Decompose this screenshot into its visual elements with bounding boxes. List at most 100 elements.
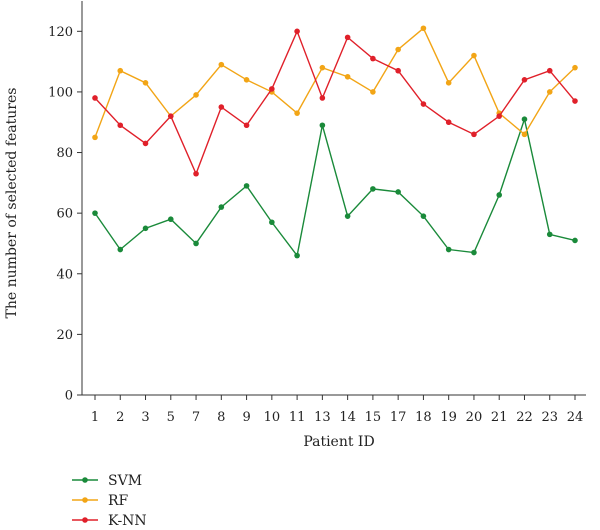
x-tick-label: 19 [440, 410, 457, 425]
data-point [117, 67, 124, 74]
x-tick-label: 2 [116, 410, 124, 425]
x-tick-label: 8 [217, 410, 225, 425]
legend-label: SVM [108, 473, 142, 489]
data-point [344, 73, 351, 80]
series-k-nn [92, 28, 578, 177]
data-point [294, 252, 300, 259]
data-point [546, 67, 553, 74]
data-point [243, 122, 250, 129]
data-point [546, 231, 553, 238]
data-point [294, 28, 300, 35]
data-point [92, 210, 98, 216]
y-tick-label: 20 [56, 328, 73, 343]
y-tick-label: 60 [56, 207, 73, 222]
legend-item: K-NN [72, 513, 147, 529]
data-point [420, 101, 427, 107]
data-point [319, 122, 326, 129]
x-tick-label: 13 [314, 410, 331, 425]
x-tick-label: 17 [390, 410, 407, 425]
data-point [370, 55, 376, 62]
data-point [395, 189, 401, 195]
data-point [370, 186, 376, 192]
y-tick-label: 80 [56, 146, 73, 161]
series-line [94, 29, 576, 176]
data-point [471, 249, 477, 256]
data-point [445, 80, 452, 86]
data-point [572, 64, 578, 71]
data-point [142, 225, 149, 232]
series-line [94, 116, 576, 258]
data-point [218, 204, 225, 210]
data-point [395, 67, 401, 74]
x-tick-label: 10 [264, 410, 281, 425]
data-point [546, 89, 553, 95]
data-point [92, 134, 98, 141]
data-point [193, 92, 199, 98]
y-axis-title: The number of selected features [4, 88, 20, 319]
x-tick-label: 1 [91, 410, 99, 425]
data-point [344, 34, 351, 41]
data-point [471, 52, 477, 59]
data-point [142, 140, 149, 147]
data-point [218, 104, 225, 110]
data-point [572, 98, 578, 104]
data-point [167, 216, 174, 223]
legend-marker [82, 497, 88, 503]
data-point [294, 110, 300, 116]
data-point [319, 95, 326, 101]
data-point [344, 213, 351, 219]
legend-item: RF [72, 493, 129, 509]
data-point [521, 131, 528, 138]
x-tick-label: 20 [466, 410, 483, 425]
series-layer [92, 25, 578, 259]
x-tick-label: 15 [365, 410, 382, 425]
x-tick-label: 18 [415, 410, 432, 425]
data-point [269, 219, 275, 226]
x-tick-label: 23 [541, 410, 558, 425]
chart-axes [81, 1, 586, 396]
series-rf [92, 25, 578, 141]
data-point [395, 46, 401, 53]
data-point [117, 246, 124, 253]
legend-label: RF [108, 493, 129, 509]
x-tick-label: 24 [567, 410, 584, 425]
data-point [142, 80, 149, 86]
data-point [167, 113, 174, 119]
series-line [94, 27, 576, 138]
x-tick-label: 21 [491, 410, 508, 425]
x-tick-label: 22 [516, 410, 533, 425]
y-tick-label: 100 [48, 85, 73, 100]
legend-marker [82, 477, 88, 483]
data-point [243, 77, 250, 83]
data-point [471, 131, 477, 138]
data-point [445, 246, 452, 253]
data-point [496, 113, 503, 119]
x-tick-label: 7 [192, 410, 200, 425]
data-point [521, 116, 528, 122]
data-point [496, 192, 503, 198]
x-tick-label: 11 [289, 410, 306, 425]
data-point [117, 122, 124, 129]
legend-item: SVM [72, 473, 142, 489]
legend-label: K-NN [108, 513, 147, 529]
y-tick-label: 120 [48, 25, 73, 40]
data-point [521, 77, 528, 83]
data-point [218, 61, 225, 68]
y-tick-label: 0 [65, 389, 73, 404]
data-point [319, 64, 326, 71]
legend-marker [82, 517, 88, 523]
x-tick-label: 5 [167, 410, 175, 425]
data-point [243, 183, 250, 189]
x-tick-label: 3 [141, 410, 149, 425]
data-point [193, 170, 199, 177]
x-axis-title: Patient ID [303, 434, 374, 450]
data-point [445, 119, 452, 126]
legend: SVM RF K-NN [72, 473, 147, 529]
x-tick-label: 9 [242, 410, 250, 425]
data-point [420, 213, 427, 219]
data-point [420, 25, 427, 32]
y-tick-label: 40 [56, 267, 73, 282]
data-point [193, 240, 199, 247]
